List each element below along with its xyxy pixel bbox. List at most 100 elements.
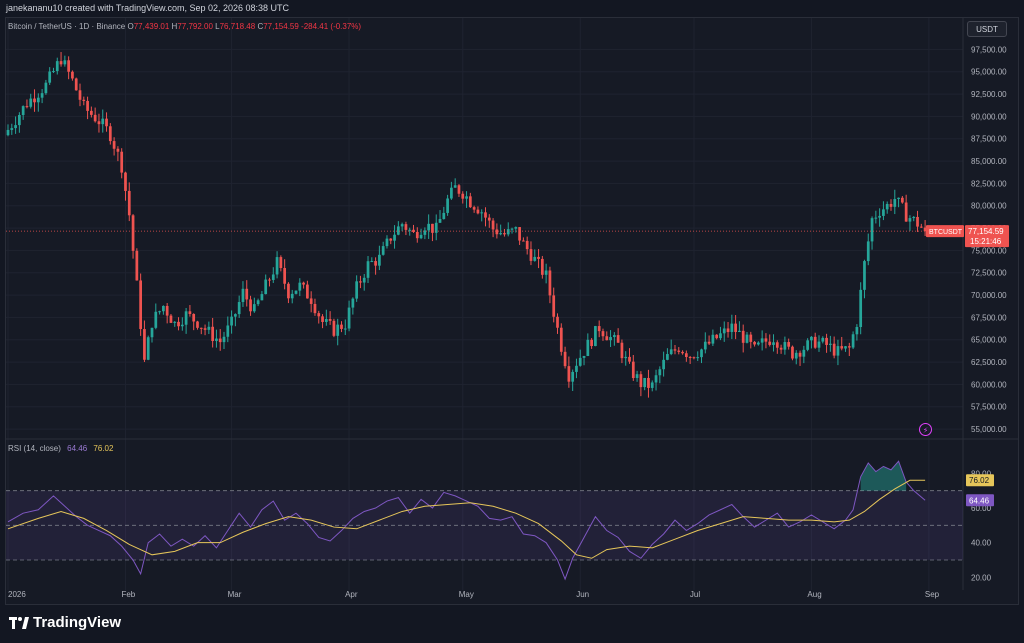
price-axis-tick: 92,500.00 — [971, 90, 1007, 99]
candle — [840, 336, 844, 351]
candle-body — [821, 337, 825, 342]
candle-body — [578, 357, 582, 366]
candle — [298, 278, 302, 297]
candle — [844, 345, 847, 352]
candle-body — [878, 215, 881, 218]
candle — [199, 327, 203, 335]
candle-body — [74, 78, 78, 91]
candle — [684, 350, 688, 362]
candle-body — [101, 118, 105, 125]
candle — [279, 255, 283, 272]
candle-body — [688, 356, 692, 358]
candle — [556, 313, 559, 334]
candle — [756, 341, 760, 346]
candle — [620, 339, 624, 364]
candle — [105, 112, 108, 132]
candle — [343, 319, 347, 336]
candle — [162, 305, 165, 315]
candle — [590, 338, 593, 349]
candle-body — [575, 365, 578, 372]
candle-body — [537, 256, 540, 259]
candle-body — [813, 336, 817, 348]
candle-body — [844, 346, 847, 349]
candle-body — [404, 224, 408, 230]
candle-body — [707, 341, 711, 344]
price-tag-value: 77,154.59 — [968, 227, 1004, 236]
candle-body — [366, 261, 370, 278]
brand-name[interactable]: TradingView — [33, 614, 122, 631]
candle-body — [71, 71, 74, 79]
candle — [703, 332, 707, 354]
candle — [923, 220, 927, 236]
candle-body — [738, 330, 741, 332]
candle-body — [256, 300, 260, 305]
candle — [188, 305, 192, 317]
candle — [870, 216, 874, 250]
candle-body — [711, 334, 715, 344]
candle-body — [919, 226, 923, 228]
lightning-icon[interactable]: ⚡ — [919, 423, 932, 436]
candle — [378, 245, 381, 271]
time-axis-tick: May — [459, 590, 474, 599]
candle — [237, 295, 241, 318]
candle — [434, 214, 438, 241]
candle — [544, 263, 548, 284]
candle — [362, 273, 366, 291]
candle — [90, 106, 93, 118]
candle-body — [491, 220, 495, 230]
candle — [21, 105, 25, 120]
candle-body — [631, 361, 635, 379]
symbol-title[interactable]: Bitcoin / TetherUS · 1D · Binance — [8, 22, 126, 31]
candle — [294, 290, 298, 295]
candle-body — [196, 321, 199, 328]
candle-body — [457, 185, 461, 194]
currency-button[interactable]: USDT — [967, 21, 1007, 37]
candle-body — [745, 334, 749, 343]
candle — [719, 326, 722, 341]
candle — [241, 281, 245, 307]
candle — [196, 320, 199, 330]
candle-body — [866, 241, 870, 262]
open-label: O — [127, 22, 134, 31]
candle — [779, 344, 783, 354]
candle-body — [260, 294, 264, 301]
candle-body — [582, 355, 586, 358]
candle-body — [692, 357, 696, 359]
candle — [139, 273, 143, 336]
candle-body — [923, 227, 927, 232]
candle — [465, 191, 468, 208]
candle-body — [298, 282, 302, 291]
candle — [203, 324, 207, 336]
candle — [738, 321, 741, 333]
candle-body — [143, 329, 146, 360]
candle — [400, 222, 404, 232]
candle-body — [230, 316, 233, 326]
candle-body — [563, 351, 567, 367]
candle — [306, 280, 309, 299]
candle-body — [828, 343, 832, 345]
candle — [112, 137, 116, 156]
candle — [427, 214, 431, 239]
candle — [165, 303, 169, 324]
candle — [351, 297, 355, 315]
candle-body — [381, 246, 385, 255]
candle — [120, 148, 124, 179]
candle — [901, 196, 904, 204]
candle — [347, 300, 351, 332]
candle-body — [840, 346, 844, 349]
candle-body — [158, 311, 161, 313]
rsi-label[interactable]: RSI (14, close) — [8, 444, 61, 453]
chart-pane[interactable] — [5, 17, 1019, 605]
candle — [184, 307, 188, 334]
candle-body — [798, 352, 802, 357]
candle — [370, 257, 374, 263]
candle — [730, 314, 734, 340]
candle-body — [855, 327, 859, 335]
candle-body — [476, 209, 480, 214]
candle — [582, 355, 586, 366]
rsi-legend-ma-value: 76.02 — [93, 444, 114, 453]
candle — [218, 329, 222, 351]
candle — [355, 275, 359, 302]
candle-body — [499, 233, 503, 235]
